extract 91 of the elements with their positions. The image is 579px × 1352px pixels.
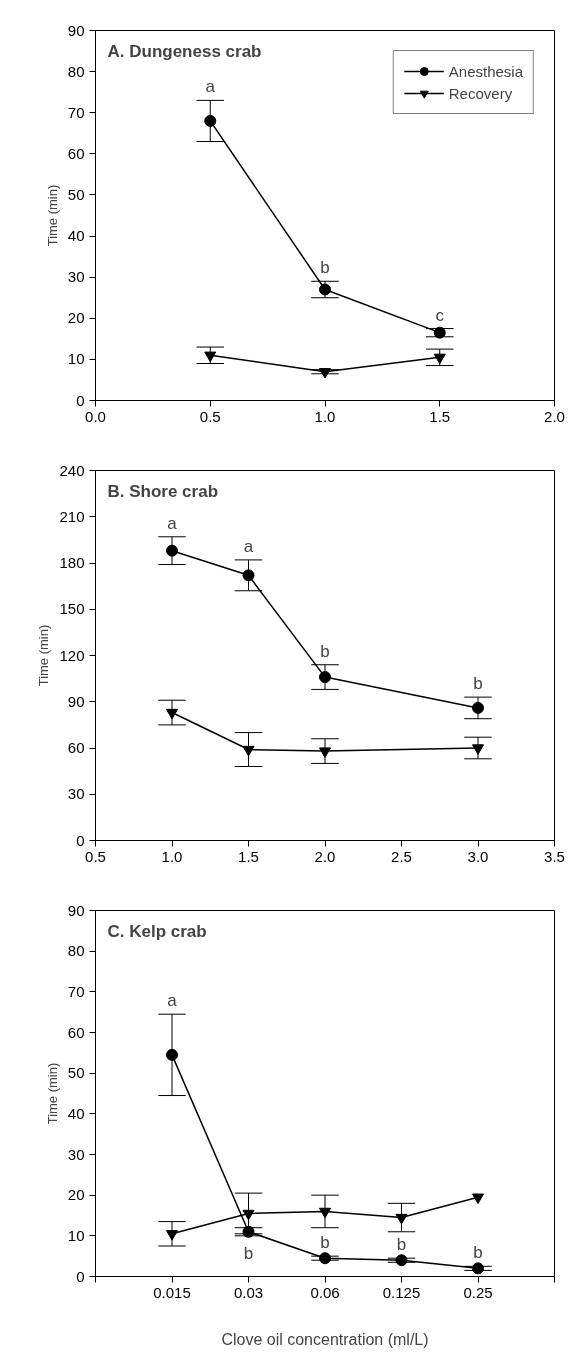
- y-tick-label: 120: [59, 646, 85, 664]
- x-tick-label: 1.5: [238, 847, 259, 865]
- y-tick-label: 180: [59, 554, 85, 571]
- point: [204, 114, 217, 127]
- point: [319, 747, 331, 758]
- point: [433, 326, 446, 339]
- y-tick-label: 0: [76, 831, 85, 849]
- legend-label: Anesthesia: [448, 62, 523, 80]
- y-tick-label: 90: [67, 901, 85, 919]
- x-tick-label: 2.0: [314, 847, 336, 865]
- y-tick-label: 30: [67, 268, 85, 286]
- x-tick-label: 2.5: [391, 847, 412, 865]
- text: B. Shore crab: [107, 481, 219, 501]
- point: [472, 744, 484, 755]
- x-tick-label: 1.0: [161, 847, 183, 865]
- y-tick-label: 90: [67, 692, 85, 710]
- point: [433, 353, 446, 365]
- annotation: a: [167, 513, 178, 533]
- y-tick-label: 40: [67, 227, 85, 245]
- y-tick-label: 90: [67, 21, 85, 39]
- y-tick-label: 150: [59, 600, 85, 618]
- y-tick-label: 30: [67, 1145, 85, 1163]
- y-tick-label: 60: [67, 739, 85, 756]
- point: [472, 1262, 484, 1275]
- point: [166, 544, 178, 557]
- y-tick-label: 80: [67, 62, 85, 80]
- point: [395, 1213, 408, 1225]
- annotation: a: [167, 991, 178, 1011]
- y-axis-title: Time (min): [36, 624, 52, 687]
- y-axis-title: Time (min): [44, 1062, 60, 1125]
- annotation: c: [435, 305, 445, 325]
- point: [472, 701, 484, 714]
- y-tick-label: 70: [67, 982, 85, 1000]
- x-tick-label: 1.0: [314, 407, 336, 425]
- point: [395, 1254, 408, 1267]
- annotation: b: [396, 1235, 407, 1255]
- x-tick-label: 3.5: [544, 847, 565, 865]
- x-tick-label: 0.125: [382, 1283, 421, 1301]
- x-tick-label: 0.015: [153, 1283, 191, 1301]
- point: [319, 1252, 331, 1265]
- y-axis-title: Time (min): [44, 184, 60, 247]
- annotation: b: [473, 1243, 483, 1263]
- annotation: a: [243, 536, 254, 556]
- point: [319, 368, 331, 379]
- y-tick-label: 60: [67, 144, 85, 162]
- point: [319, 671, 331, 684]
- point: [204, 351, 217, 363]
- y-tick-label: 50: [67, 185, 85, 203]
- point: [242, 569, 255, 582]
- point: [166, 1048, 178, 1061]
- annotation: b: [320, 1233, 330, 1253]
- point: [166, 1230, 178, 1241]
- y-tick-label: 50: [67, 1064, 85, 1082]
- point: [319, 283, 331, 296]
- x-tick-label: 2.0: [544, 407, 565, 425]
- annotation: b: [320, 258, 330, 278]
- y-tick-label: 40: [67, 1104, 85, 1122]
- y-tick-label: 240: [59, 461, 85, 479]
- point: [242, 1209, 255, 1221]
- point: [166, 708, 178, 720]
- x-tick-label: 0.5: [199, 407, 221, 425]
- x-axis-title: Clove oil concentration (ml/L): [221, 1330, 429, 1348]
- point: [319, 1207, 331, 1219]
- y-tick-label: 80: [67, 942, 85, 960]
- x-tick-label: 0.0: [85, 407, 106, 425]
- x-tick-label: 0.5: [85, 847, 106, 865]
- annotation: b: [320, 641, 330, 661]
- point: [242, 1225, 255, 1238]
- point: [242, 745, 255, 757]
- y-tick-label: 20: [67, 1186, 85, 1204]
- y-tick-label: 0: [76, 391, 85, 409]
- legend-label: Recovery: [448, 84, 513, 102]
- point: [472, 1193, 484, 1205]
- y-tick-label: 10: [67, 350, 85, 368]
- annotation: b: [473, 674, 483, 694]
- annotation: a: [205, 77, 216, 97]
- y-tick-label: 70: [67, 103, 85, 121]
- y-tick-label: 60: [67, 1023, 85, 1041]
- y-tick-label: 0: [76, 1267, 85, 1285]
- x-tick-label: 0.25: [463, 1283, 493, 1301]
- y-tick-label: 210: [59, 507, 85, 525]
- text: C. Kelp crab: [107, 921, 207, 941]
- x-tick-label: 0.06: [310, 1283, 340, 1301]
- x-tick-label: 0.03: [233, 1283, 264, 1301]
- y-tick-label: 30: [67, 785, 85, 803]
- y-tick-label: 20: [67, 309, 85, 327]
- x-tick-label: 1.5: [429, 407, 451, 425]
- text: A. Dungeness crab: [107, 41, 262, 61]
- x-tick-label: 3.0: [467, 847, 489, 865]
- annotation: b: [243, 1243, 254, 1263]
- y-tick-label: 10: [67, 1226, 85, 1244]
